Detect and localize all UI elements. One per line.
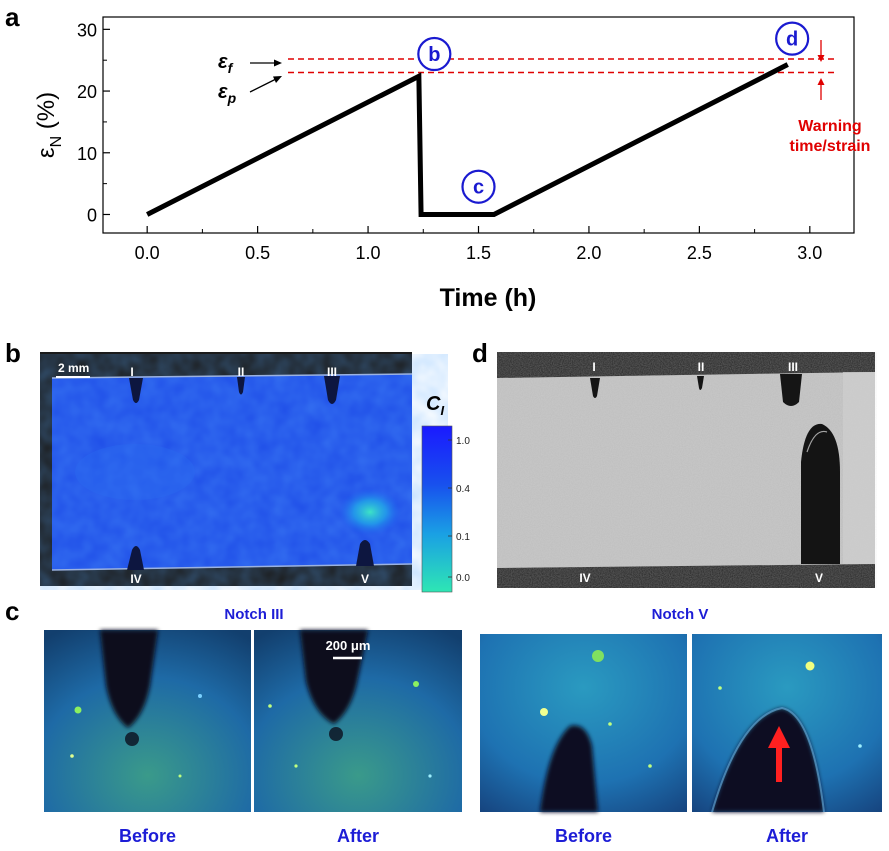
panel-b-notch-III: III xyxy=(327,365,337,379)
panel-label-c: c xyxy=(5,596,20,626)
warning-label-line2: time/strain xyxy=(790,138,871,155)
panel-label-d: d xyxy=(472,338,488,368)
caption-before-2: Before xyxy=(554,826,612,846)
colorbar-tick-1: 1.00 xyxy=(456,436,470,447)
y-tick-label: 10 xyxy=(77,144,97,164)
panel-label-a: a xyxy=(5,2,20,32)
marker-circle-c xyxy=(461,169,496,204)
notch5-title: Notch V xyxy=(651,606,709,623)
colorbar-tick-2: 0.43 xyxy=(456,484,470,495)
marker-label-d: d xyxy=(786,29,798,51)
panel-d-notch-IV: IV xyxy=(579,571,590,585)
panel-d-notch-I: I xyxy=(592,360,595,374)
marker-circle-d xyxy=(775,21,810,56)
arrow-icon xyxy=(768,726,790,782)
y-tick-label: 0 xyxy=(87,205,97,225)
threshold-arrow-f xyxy=(250,59,282,67)
panel-b-notch-V: V xyxy=(361,572,369,586)
marker-label-c: c xyxy=(473,177,484,199)
x-tick-label: 2.0 xyxy=(576,243,601,263)
threshold-label-f: εf xyxy=(218,51,234,76)
x-axis-label: Time (h) xyxy=(440,284,537,312)
panel-b-notch-II: II xyxy=(238,365,245,379)
x-tick-label: 0.5 xyxy=(245,243,270,263)
notch3-title: Notch III xyxy=(224,606,284,623)
panel-b-scalebar: 2 mm xyxy=(58,361,89,375)
panel-b-notch-I: I xyxy=(130,365,133,379)
micrographs: 200 μm xyxy=(44,630,882,813)
panel-b-fluorescence-map: 2 mm I II III IV V CI 1.00 0.43 0.18 0.0… xyxy=(40,352,470,593)
x-tick-label: 3.0 xyxy=(797,243,822,263)
marker-circle-b xyxy=(417,36,452,72)
panel-label-b: b xyxy=(5,338,21,368)
chart-markers: b c d xyxy=(417,21,810,204)
strain-time-chart: 0.0 0.5 1.0 1.5 2.0 2.5 3.0 0 10 20 30 b c d Time (h… xyxy=(33,16,871,312)
warning-bracket xyxy=(817,40,825,100)
panel-d-grayscale-image: I II III IV V xyxy=(497,352,875,588)
y-tick-label: 30 xyxy=(77,20,97,40)
panel-d-notch-II: II xyxy=(698,360,705,374)
x-tick-label: 1.5 xyxy=(466,243,491,263)
caption-before-1: Before xyxy=(118,826,176,846)
panel-d-notch-V: V xyxy=(815,571,823,585)
colorbar-tick-3: 0.18 xyxy=(456,532,470,543)
panel-c-scalebar: 200 μm xyxy=(326,638,371,653)
threshold-lines xyxy=(288,58,836,74)
series-line-0 xyxy=(146,62,789,217)
marker-label-b: b xyxy=(428,44,440,66)
colorbar-title: CI xyxy=(426,393,444,418)
threshold-arrow-p xyxy=(249,76,282,93)
x-tick-label: 2.5 xyxy=(687,243,712,263)
panel-d-notch-III: III xyxy=(788,360,798,374)
threshold-label-p: εp xyxy=(218,81,237,106)
caption-after-2: After xyxy=(765,826,808,846)
y-tick-label: 20 xyxy=(77,82,97,102)
x-tick-label: 0.0 xyxy=(135,243,160,263)
warning-label-line1: Warning xyxy=(798,118,861,135)
x-tick-label: 1.0 xyxy=(356,243,381,263)
colorbar xyxy=(421,425,453,593)
chart-axes: 0.0 0.5 1.0 1.5 2.0 2.5 3.0 0 10 20 30 xyxy=(77,16,855,263)
chart-series xyxy=(146,62,789,217)
panel-b-notch-IV: IV xyxy=(130,572,141,586)
caption-after-1: After xyxy=(336,826,379,846)
colorbar-tick-4: 0.08 xyxy=(456,573,470,584)
y-axis-label: εN (%) xyxy=(33,92,65,158)
